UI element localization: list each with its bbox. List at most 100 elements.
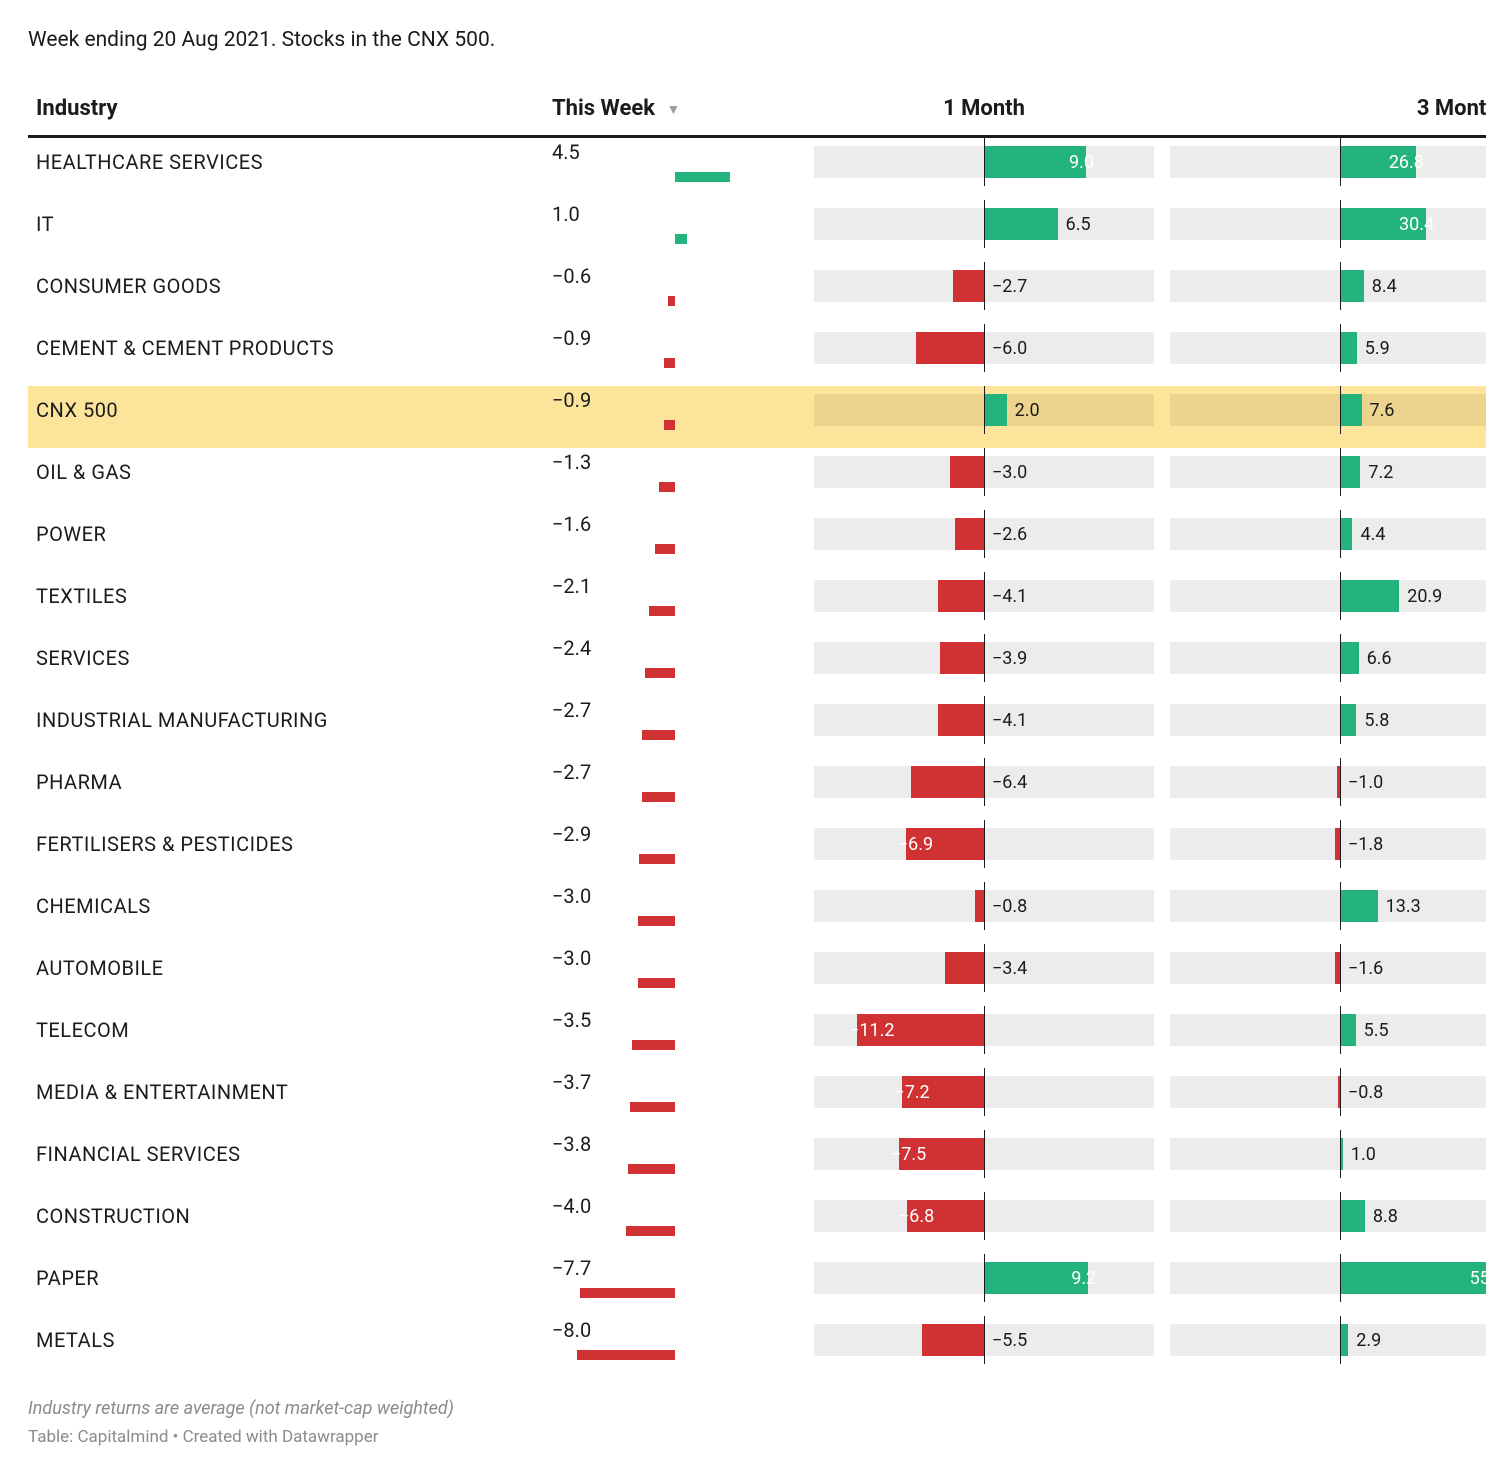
months3-bar-track — [1170, 146, 1486, 178]
months3-bar-label: 55.3 — [1340, 1262, 1486, 1294]
industry-returns-table: Industry This Week ▼ 1 Month 3 Months HE… — [28, 86, 1486, 1378]
months3-bar-outer: 7.6 — [1170, 394, 1486, 426]
months3-cell: 26.8 — [1162, 137, 1486, 201]
thisweek-wrap: −2.1 — [552, 572, 798, 622]
months3-axis — [1340, 882, 1341, 930]
month1-bar-outer: −2.6 — [814, 518, 1154, 550]
thisweek-bar — [638, 978, 675, 988]
months3-bar-label: 5.8 — [1356, 704, 1397, 736]
month1-bar-outer: 6.5 — [814, 208, 1154, 240]
months3-axis — [1340, 696, 1341, 744]
months3-bar-fill — [1340, 1324, 1348, 1356]
month1-bar-fill — [984, 208, 1058, 240]
column-header-label: Industry — [36, 96, 118, 121]
column-header-label: 1 Month — [943, 96, 1025, 121]
table-header-row: Industry This Week ▼ 1 Month 3 Months — [28, 86, 1486, 137]
table-row: TEXTILES−2.1−4.120.9 — [28, 572, 1486, 634]
month1-cell: −4.1 — [806, 572, 1162, 634]
table-row: CONSTRUCTION−4.0−6.88.8 — [28, 1192, 1486, 1254]
thisweek-cell: −7.7 — [544, 1254, 806, 1316]
months3-bar-fill — [1340, 270, 1364, 302]
industry-label: FINANCIAL SERVICES — [36, 1142, 240, 1166]
month1-bar-fill — [953, 270, 984, 302]
months3-cell: 7.2 — [1162, 448, 1486, 510]
months3-cell: −1.8 — [1162, 820, 1486, 882]
month1-cell: −3.4 — [806, 944, 1162, 1006]
thisweek-value: −3.0 — [552, 946, 591, 970]
month1-cell: −2.7 — [806, 262, 1162, 324]
thisweek-bar-area — [552, 482, 798, 492]
thisweek-bar — [577, 1350, 675, 1360]
column-header-label: This Week — [552, 96, 655, 121]
column-header-1month[interactable]: 1 Month — [806, 86, 1162, 137]
month1-cell: 6.5 — [806, 200, 1162, 262]
industry-label: OIL & GAS — [36, 460, 131, 484]
months3-bar-outer: 55.3 — [1170, 1262, 1486, 1294]
month1-cell: −3.9 — [806, 634, 1162, 696]
thisweek-wrap: 4.5 — [552, 138, 798, 188]
industry-cell: FINANCIAL SERVICES — [28, 1130, 544, 1192]
industry-cell: IT — [28, 200, 544, 262]
industry-cell: OIL & GAS — [28, 448, 544, 510]
thisweek-bar-area — [552, 606, 798, 616]
month1-bar-fill — [945, 952, 984, 984]
thisweek-cell: −2.9 — [544, 820, 806, 882]
table-row: PHARMA−2.7−6.4−1.0 — [28, 758, 1486, 820]
months3-axis — [1340, 510, 1341, 558]
thisweek-cell: −1.3 — [544, 448, 806, 510]
column-header-thisweek[interactable]: This Week ▼ — [544, 86, 806, 137]
months3-bar-fill — [1340, 580, 1399, 612]
thisweek-wrap: −3.7 — [552, 1068, 798, 1118]
month1-bar-fill — [950, 456, 984, 488]
month1-bar-label: −11.2 — [841, 1014, 984, 1046]
months3-bar-outer: 4.4 — [1170, 518, 1486, 550]
thisweek-wrap: −1.3 — [552, 448, 798, 498]
thisweek-value: −2.1 — [552, 574, 591, 598]
thisweek-wrap: −2.7 — [552, 758, 798, 808]
thisweek-bar — [655, 544, 675, 554]
table-row: AUTOMOBILE−3.0−3.4−1.6 — [28, 944, 1486, 1006]
thisweek-cell: −3.0 — [544, 944, 806, 1006]
months3-cell: 20.9 — [1162, 572, 1486, 634]
month1-bar-label: −3.9 — [984, 642, 1035, 674]
industry-label: CEMENT & CEMENT PRODUCTS — [36, 336, 334, 360]
table-row: INDUSTRIAL MANUFACTURING−2.7−4.15.8 — [28, 696, 1486, 758]
month1-bar-label: −4.1 — [984, 704, 1035, 736]
months3-cell: 1.0 — [1162, 1130, 1486, 1192]
month1-cell: 2.0 — [806, 386, 1162, 448]
column-header-3months[interactable]: 3 Months — [1162, 86, 1486, 137]
thisweek-cell: −1.6 — [544, 510, 806, 572]
months3-bar-track — [1170, 828, 1486, 860]
month1-bar-outer: −3.4 — [814, 952, 1154, 984]
column-header-industry[interactable]: Industry — [28, 86, 544, 137]
months3-bar-outer: 5.9 — [1170, 332, 1486, 364]
industry-cell: INDUSTRIAL MANUFACTURING — [28, 696, 544, 758]
thisweek-cell: −4.0 — [544, 1192, 806, 1254]
month1-bar-fill — [911, 766, 984, 798]
thisweek-cell: 4.5 — [544, 137, 806, 201]
table-row: CNX 500−0.92.07.6 — [28, 386, 1486, 448]
month1-bar-outer: −6.4 — [814, 766, 1154, 798]
month1-axis — [984, 200, 985, 248]
months3-cell: 30.4 — [1162, 200, 1486, 262]
months3-axis — [1340, 1316, 1341, 1364]
industry-label: CONSUMER GOODS — [36, 274, 221, 298]
thisweek-value: −3.8 — [552, 1132, 591, 1156]
thisweek-bar-area — [552, 730, 798, 740]
month1-bar-outer: 9.0 — [814, 146, 1154, 178]
industry-label: FERTILISERS & PESTICIDES — [36, 832, 293, 856]
thisweek-bar — [628, 1164, 675, 1174]
table-row: POWER−1.6−2.64.4 — [28, 510, 1486, 572]
table-row: HEALTHCARE SERVICES4.59.026.8 — [28, 137, 1486, 201]
thisweek-wrap: −3.0 — [552, 944, 798, 994]
month1-cell: −5.5 — [806, 1316, 1162, 1378]
month1-cell: −6.4 — [806, 758, 1162, 820]
month1-bar-outer: −2.7 — [814, 270, 1154, 302]
industry-cell: CONSTRUCTION — [28, 1192, 544, 1254]
months3-bar-outer: 13.3 — [1170, 890, 1486, 922]
thisweek-value: −8.0 — [552, 1318, 591, 1342]
months3-axis — [1340, 1130, 1341, 1178]
thisweek-bar — [642, 730, 675, 740]
months3-cell: 5.9 — [1162, 324, 1486, 386]
month1-bar-label: −3.4 — [984, 952, 1035, 984]
